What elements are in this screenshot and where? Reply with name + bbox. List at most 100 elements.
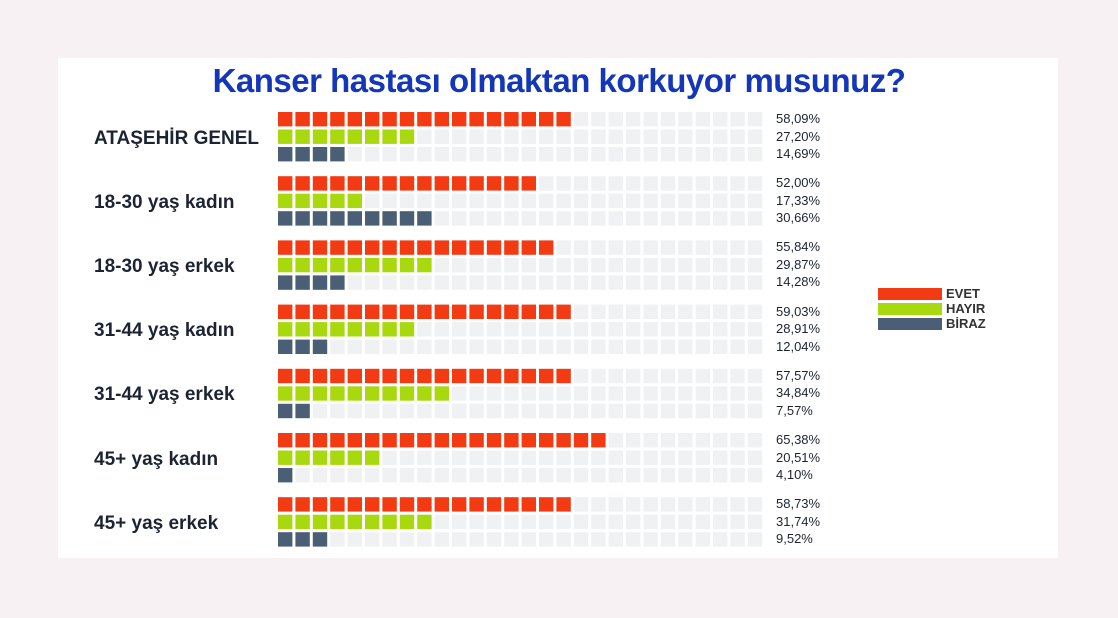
empty-square	[486, 211, 502, 226]
empty-square	[713, 147, 728, 162]
empty-square	[695, 211, 710, 226]
empty-square	[382, 468, 397, 483]
bar-square	[330, 450, 345, 465]
bar-square	[486, 240, 502, 255]
empty-square	[747, 193, 763, 209]
bar-square	[452, 112, 467, 127]
empty-square	[591, 368, 606, 384]
empty-square	[747, 211, 763, 226]
empty-square	[556, 386, 571, 401]
bar-square	[417, 211, 432, 226]
empty-square	[539, 403, 554, 419]
bar-square	[521, 112, 536, 127]
empty-square	[643, 450, 658, 465]
bar-square	[312, 147, 328, 162]
value-label: 57,57%	[776, 367, 821, 383]
empty-square	[660, 322, 676, 337]
empty-square	[539, 468, 554, 483]
empty-square	[365, 147, 380, 162]
empty-square	[469, 468, 484, 483]
empty-square	[591, 193, 606, 209]
bar-square	[295, 211, 310, 226]
bar-square	[521, 304, 536, 319]
bar-square	[486, 368, 502, 384]
empty-square	[643, 147, 658, 162]
bar-square	[399, 386, 415, 401]
bar-square	[434, 368, 449, 384]
empty-square	[347, 532, 362, 547]
empty-square	[713, 368, 728, 384]
empty-square	[556, 322, 571, 337]
bar-square	[556, 497, 571, 512]
bar-square	[382, 304, 397, 319]
bar-square	[330, 211, 345, 226]
bar-square	[539, 433, 554, 448]
bar-square	[347, 129, 362, 144]
empty-square	[330, 532, 345, 547]
empty-square	[434, 275, 449, 290]
empty-square	[713, 532, 728, 547]
empty-square	[643, 468, 658, 483]
bar-square	[278, 322, 293, 337]
empty-square	[730, 304, 745, 319]
bar-square	[399, 211, 415, 226]
empty-square	[417, 147, 432, 162]
empty-square	[434, 147, 449, 162]
empty-square	[713, 403, 728, 419]
empty-square	[504, 257, 519, 273]
empty-square	[643, 532, 658, 547]
bar-square	[312, 514, 328, 530]
empty-square	[713, 433, 728, 448]
bar-square	[278, 450, 293, 465]
bar-square	[312, 112, 328, 127]
bar-square	[365, 129, 380, 144]
bar-square	[330, 304, 345, 319]
empty-square	[452, 339, 467, 354]
value-label: 27,20%	[776, 128, 821, 144]
empty-square	[539, 532, 554, 547]
empty-square	[399, 532, 415, 547]
empty-square	[539, 386, 554, 401]
empty-square	[312, 403, 328, 419]
empty-square	[695, 368, 710, 384]
bar-square	[347, 176, 362, 191]
empty-square	[330, 339, 345, 354]
empty-square	[434, 129, 449, 144]
empty-square	[695, 176, 710, 191]
empty-square	[608, 514, 623, 530]
empty-square	[469, 532, 484, 547]
bar-square	[312, 193, 328, 209]
bar-square	[278, 532, 293, 547]
empty-square	[660, 211, 676, 226]
empty-square	[347, 403, 362, 419]
empty-square	[660, 147, 676, 162]
bar-square	[417, 368, 432, 384]
empty-square	[521, 468, 536, 483]
empty-square	[452, 257, 467, 273]
empty-square	[626, 211, 641, 226]
empty-square	[626, 514, 641, 530]
empty-square	[591, 176, 606, 191]
empty-square	[573, 514, 589, 530]
empty-square	[539, 211, 554, 226]
empty-square	[678, 240, 693, 255]
empty-square	[539, 339, 554, 354]
bar-square	[399, 322, 415, 337]
empty-square	[452, 532, 467, 547]
empty-square	[521, 147, 536, 162]
bar-square	[382, 514, 397, 530]
bar-square	[312, 532, 328, 547]
empty-square	[695, 514, 710, 530]
bar-square	[452, 304, 467, 319]
empty-square	[678, 403, 693, 419]
empty-square	[660, 433, 676, 448]
empty-square	[747, 386, 763, 401]
bar-square	[382, 386, 397, 401]
bar-square	[434, 176, 449, 191]
empty-square	[713, 176, 728, 191]
bar-square	[347, 304, 362, 319]
empty-square	[452, 403, 467, 419]
empty-square	[521, 403, 536, 419]
empty-square	[365, 193, 380, 209]
empty-square	[469, 147, 484, 162]
